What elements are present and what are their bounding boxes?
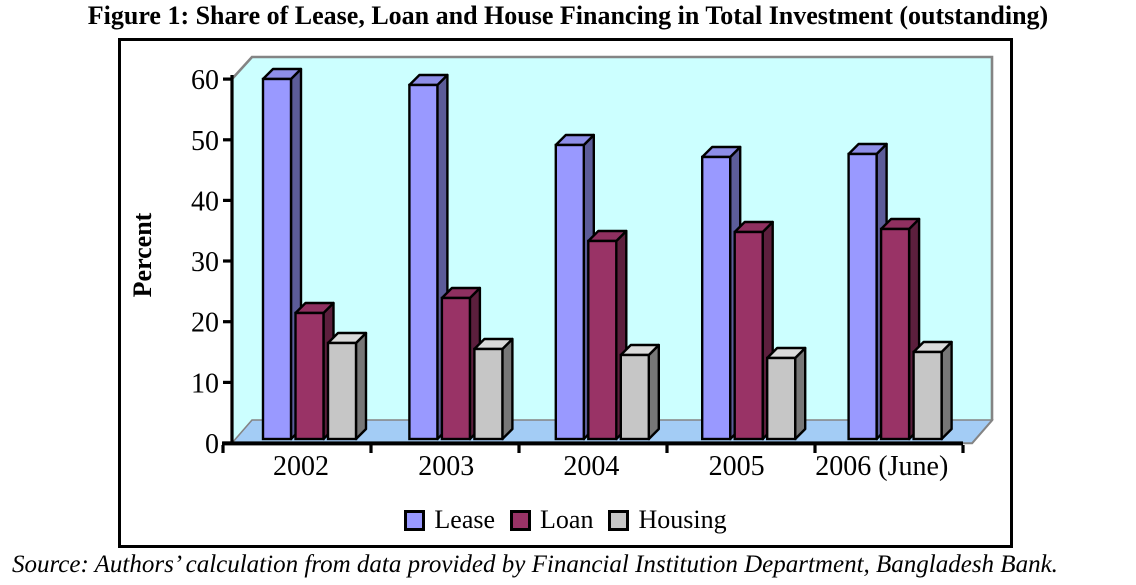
y-tick-label: 40 — [191, 186, 219, 217]
y-tick — [223, 259, 233, 263]
y-axis-title: Percent — [128, 212, 157, 298]
legend-swatch-loan — [510, 509, 532, 531]
y-tick-label: 30 — [191, 247, 219, 278]
bar-housing-2005 — [766, 346, 807, 441]
x-category-label: 2004 — [563, 451, 619, 482]
x-tick — [665, 445, 669, 453]
legend-item-housing: Housing — [608, 505, 727, 535]
plot-area: 0 10 20 30 40 50 60 2002 2003 2004 2005 2006 (June) — [121, 41, 1010, 545]
y-tick-label: 50 — [191, 126, 219, 157]
bar-lease-2002 — [261, 67, 303, 441]
x-tick — [961, 445, 965, 453]
y-tick-label: 60 — [191, 65, 219, 96]
x-category-label: 2003 — [418, 451, 474, 482]
bar-housing-2006-june — [912, 340, 953, 441]
legend-label-lease: Lease — [434, 505, 496, 534]
x-category-label: 2002 — [273, 451, 329, 482]
legend-swatch-lease — [404, 509, 426, 531]
y-tick-label: 10 — [191, 368, 219, 399]
legend-label-housing: Housing — [638, 505, 727, 534]
x-tick — [369, 445, 373, 453]
y-tick-label: 20 — [191, 308, 219, 339]
y-tick — [223, 77, 233, 81]
y-tick — [223, 320, 233, 324]
legend-label-loan: Loan — [540, 505, 594, 534]
x-category-label: 2006 (June) — [815, 451, 948, 482]
figure-title: Figure 1: Share of Lease, Loan and House… — [87, 1, 1049, 30]
legend-swatch-housing — [608, 509, 630, 531]
legend-item-loan: Loan — [510, 505, 593, 535]
y-tick — [223, 198, 233, 202]
x-tick — [517, 445, 521, 453]
y-tick — [223, 380, 233, 384]
source-note: Source: Authors’ calculation from data p… — [12, 551, 1058, 578]
y-tick-label: 0 — [205, 429, 219, 460]
bar-housing-2002 — [326, 331, 368, 441]
bar-housing-2004 — [619, 343, 660, 441]
legend-item-lease: Lease — [404, 505, 495, 535]
x-tick — [813, 445, 817, 453]
legend: Lease Loan Housing — [121, 505, 1010, 535]
y-tick — [223, 138, 233, 142]
x-category-label: 2005 — [709, 451, 765, 482]
chart-frame: 0 10 20 30 40 50 60 2002 2003 2004 2005 2006 (June)… — [118, 38, 1013, 548]
x-axis-line — [222, 441, 963, 446]
x-tick — [221, 445, 225, 453]
bar-loan-2005 — [733, 220, 774, 441]
bar-lease-2005 — [701, 145, 742, 441]
bar-housing-2003 — [473, 337, 514, 441]
